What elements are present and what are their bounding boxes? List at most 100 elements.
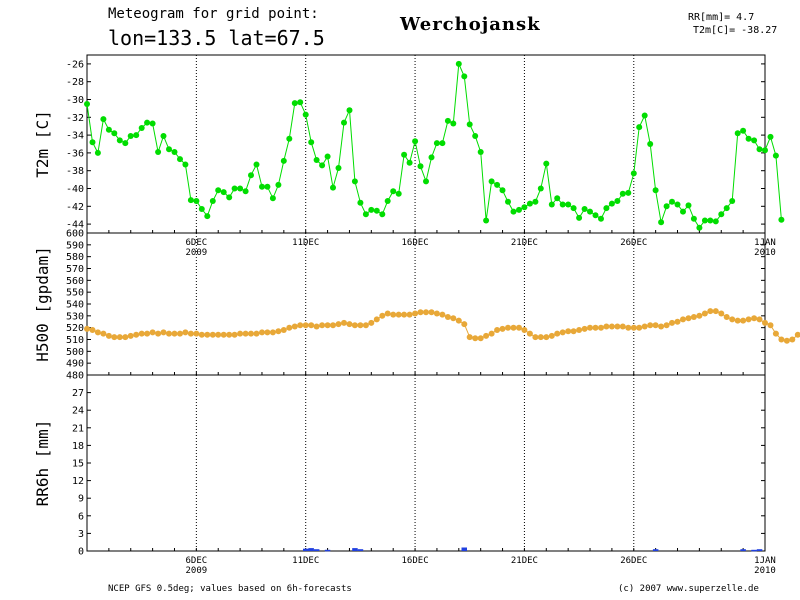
t2m-point: [685, 202, 692, 209]
t2m-point: [581, 206, 588, 212]
y-tick-label: 590: [66, 240, 84, 251]
t2m-point: [543, 160, 550, 167]
h500-point: [324, 322, 331, 329]
t2m-point: [324, 153, 331, 160]
h500-point: [729, 316, 736, 323]
t2m-point: [94, 149, 101, 156]
footer-copyright: (c) 2007 www.superzelle.de: [618, 584, 759, 594]
h500-point: [696, 312, 703, 319]
t2m-point: [209, 198, 216, 204]
t2m-point: [537, 185, 544, 192]
rr6h-bar: [308, 548, 314, 551]
t2m-point: [166, 146, 172, 153]
h500-point: [516, 324, 522, 331]
t2m-point: [718, 211, 725, 218]
y-tick-label: 21: [72, 423, 84, 434]
grid-point-coordinates: lon=133.5 lat=67.5: [108, 26, 325, 50]
t2m-point: [554, 195, 561, 202]
t2m-point: [647, 141, 654, 147]
t2m-point: [680, 208, 686, 215]
h500-point: [707, 308, 714, 315]
x-tick-label: 6DEC: [186, 238, 208, 248]
h500-point: [155, 330, 162, 337]
h500-point: [532, 334, 539, 341]
x-tick-label: 1JAN: [754, 238, 776, 248]
h500-point: [412, 310, 419, 317]
t2m-point: [242, 188, 249, 195]
y-axis-label: H500 [gpdam]: [33, 246, 52, 362]
t2m-point: [341, 119, 347, 126]
h500-point: [111, 334, 118, 341]
x-tick-label: 16DEC: [402, 556, 429, 566]
h500-point: [636, 324, 643, 331]
h500-point: [734, 317, 741, 324]
t2m-point: [401, 151, 408, 158]
y-tick-label: 18: [72, 441, 84, 452]
h500-point: [362, 322, 369, 329]
h500-point: [346, 321, 353, 328]
y-axis-label: RR6h [mm]: [33, 420, 52, 507]
t2m-point: [472, 133, 479, 139]
h500-point: [772, 330, 779, 337]
t2m-point: [105, 126, 112, 133]
h500-point: [663, 322, 670, 329]
t2m-point: [133, 132, 140, 139]
t2m-point: [275, 181, 282, 188]
h500-point: [685, 315, 692, 322]
h500-point: [712, 308, 719, 315]
h500-point: [723, 314, 730, 320]
h500-point: [335, 321, 342, 328]
h500-point: [630, 324, 637, 331]
t2m-point: [138, 125, 145, 131]
h500-point: [619, 323, 626, 330]
y-tick-label: 580: [66, 252, 84, 263]
h500-point: [455, 317, 462, 324]
h500-point: [658, 323, 665, 330]
h500-point: [625, 324, 632, 331]
x-tick-year-label: 2010: [754, 566, 776, 576]
t2m-point: [576, 214, 583, 221]
y-tick-label: 0: [78, 547, 84, 558]
h500-point: [127, 332, 134, 339]
t2m-point: [565, 201, 572, 208]
h500-point: [177, 330, 183, 337]
h500-point: [275, 328, 282, 335]
rr-summary: RR[mm]= 4.7: [688, 12, 755, 23]
t2m-point: [455, 60, 462, 67]
t2m-point: [428, 154, 435, 161]
t2m-point: [652, 187, 659, 194]
h500-point: [641, 323, 648, 330]
y-tick-label: 520: [66, 323, 84, 334]
h500-point: [138, 330, 145, 337]
t2m-point: [450, 120, 457, 127]
y-tick-label: 12: [72, 476, 84, 487]
t2m-point: [707, 217, 714, 224]
h500-point: [756, 316, 763, 323]
h500-point: [778, 336, 785, 343]
t2m-point: [193, 198, 200, 204]
t2m-point: [259, 183, 265, 190]
h500-point: [220, 331, 227, 338]
h500-point: [499, 325, 506, 332]
t2m-point: [559, 201, 566, 208]
y-tick-label: -32: [66, 113, 84, 124]
t2m-point: [608, 200, 615, 207]
h500-point: [565, 328, 572, 335]
t2m-point: [505, 198, 511, 205]
t2m-point: [384, 198, 391, 204]
x-tick-label: 16DEC: [402, 238, 429, 248]
h500-point: [483, 332, 490, 339]
t2m-point: [390, 188, 397, 195]
t2m-point: [248, 172, 254, 179]
t2m-point: [144, 119, 151, 126]
t2m-point: [444, 117, 451, 124]
h500-point: [598, 324, 604, 331]
h500-point: [543, 334, 550, 341]
h500-point: [264, 329, 271, 336]
rr6h-bar: [740, 549, 746, 551]
h500-point: [187, 330, 194, 337]
y-tick-label: 530: [66, 311, 84, 322]
t2m-point: [663, 203, 670, 210]
x-tick-label: 11DEC: [292, 556, 319, 566]
h500-point: [554, 330, 561, 337]
